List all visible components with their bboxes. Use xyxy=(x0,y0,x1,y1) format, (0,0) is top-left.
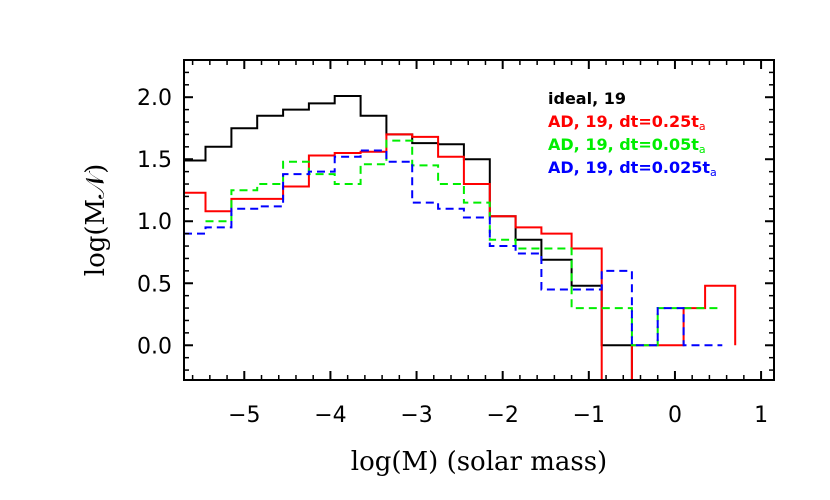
legend-subscript: a xyxy=(710,166,717,179)
x-tick-label: −4 xyxy=(314,403,346,428)
y-tick-label: 2.0 xyxy=(137,86,172,111)
y-tick-label: 1.0 xyxy=(137,210,172,235)
legend-subscript: a xyxy=(699,143,706,156)
tick-labels: −5 −4 −3 −2 −1 0 1 0.0 0.5 1.0 1.5 2.0 xyxy=(137,86,768,428)
x-tick-label: −2 xyxy=(486,403,518,428)
major-ticks xyxy=(184,60,774,380)
legend-entry-2: AD, 19, dt=0.25ta xyxy=(548,112,706,133)
legend-entry-3: AD, 19, dt=0.05ta xyxy=(548,135,706,156)
series-4-line xyxy=(184,149,723,347)
legend-entry-4: AD, 19, dt=0.025ta xyxy=(548,158,717,179)
x-axis-label: log(M) (solar mass) xyxy=(351,447,607,477)
y-axis-label: log(M𝒩) xyxy=(81,164,111,276)
x-tick-label: −3 xyxy=(400,403,432,428)
y-tick-label: 0.5 xyxy=(137,272,172,297)
legend-subscript: a xyxy=(699,120,706,133)
x-tick-label: 1 xyxy=(754,403,768,428)
y-tick-label: 0.0 xyxy=(137,334,172,359)
legend-entry-1: ideal, 19 xyxy=(548,89,626,108)
minor-ticks xyxy=(184,60,774,380)
series-layer xyxy=(184,95,737,380)
series-3-line xyxy=(205,139,723,347)
x-tick-label: −5 xyxy=(228,403,260,428)
plot-frame xyxy=(183,59,775,381)
y-tick-label: 1.5 xyxy=(137,148,172,173)
x-tick-label: 0 xyxy=(668,403,682,428)
x-tick-label: −1 xyxy=(573,403,605,428)
